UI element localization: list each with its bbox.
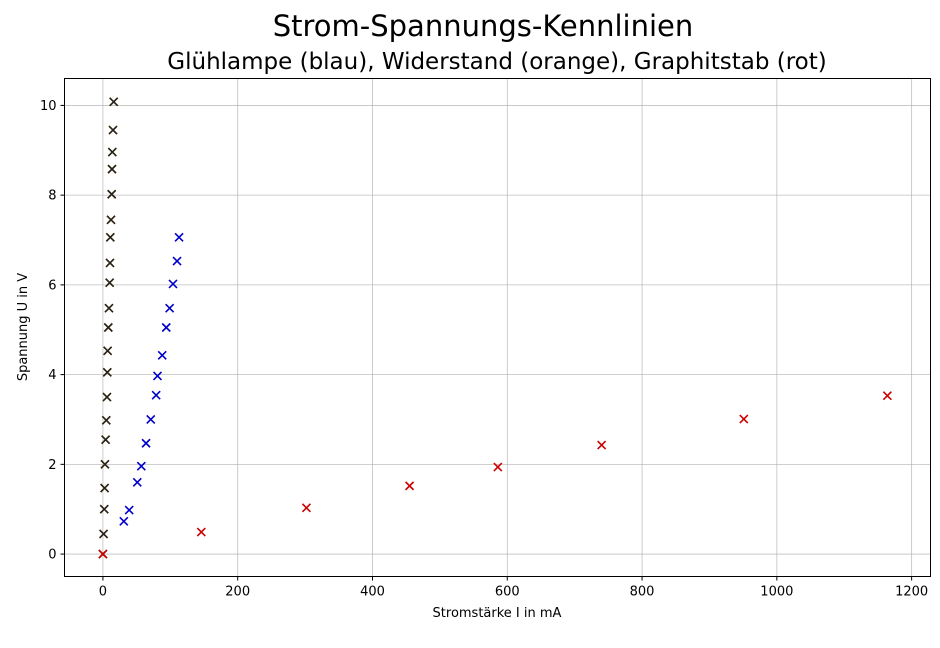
- x-axis-label: Stromstärke I in mA: [433, 606, 562, 621]
- x-tick-label: 0: [99, 585, 107, 600]
- data-point: [136, 461, 146, 471]
- y-tick-label: 10: [40, 99, 57, 114]
- data-point-overlay: [99, 504, 109, 514]
- data-point: [146, 414, 156, 425]
- data-point-overlay: [106, 215, 116, 225]
- data-point: [174, 232, 184, 242]
- data-marks: [98, 97, 892, 559]
- data-point: [141, 438, 151, 448]
- data-point-overlay: [99, 529, 109, 539]
- data-point: [301, 503, 312, 513]
- data-point: [172, 256, 182, 266]
- data-point-overlay: [103, 346, 113, 356]
- data-point-overlay: [109, 97, 119, 107]
- x-tick-label: 600: [495, 585, 520, 600]
- data-point: [152, 371, 163, 381]
- data-point: [196, 527, 206, 537]
- data-point: [124, 505, 134, 515]
- data-point: [739, 414, 749, 424]
- data-point-overlay: [107, 189, 117, 199]
- y-tick-label: 6: [48, 278, 56, 293]
- x-tick-label: 400: [360, 585, 385, 600]
- data-point: [119, 516, 129, 526]
- y-axis-label: Spannung U in V: [16, 273, 31, 381]
- y-tick-label: 0: [48, 548, 56, 563]
- data-point-overlay: [102, 367, 112, 377]
- data-point-overlay: [105, 258, 115, 268]
- data-point: [98, 549, 108, 559]
- data-point: [882, 391, 892, 401]
- grid-layer: [64, 78, 931, 577]
- data-point-overlay: [105, 232, 115, 242]
- y-tick-label: 4: [48, 368, 56, 383]
- x-tick-label: 200: [225, 585, 250, 600]
- data-point-overlay: [101, 435, 111, 445]
- data-point-overlay: [101, 415, 111, 425]
- tick-layer: 0 200 400 600 800 1000 1200 0 2 4 6 8 10: [40, 99, 928, 600]
- data-point: [151, 390, 161, 400]
- data-point: [157, 350, 167, 360]
- data-point: [132, 477, 142, 487]
- data-point: [168, 279, 178, 289]
- data-point-overlay: [108, 125, 118, 135]
- x-tick-label: 1000: [760, 585, 793, 600]
- data-point-overlay: [100, 459, 110, 469]
- data-point: [597, 440, 607, 450]
- data-point-overlay: [107, 164, 117, 174]
- x-tick-label: 800: [630, 585, 655, 600]
- y-tick-label: 8: [48, 189, 56, 204]
- data-point-overlay: [107, 147, 117, 157]
- chart-title: Strom-Spannungs-Kennlinien: [273, 9, 694, 43]
- chart-subtitle: Glühlampe (blau), Widerstand (orange), G…: [167, 49, 826, 75]
- data-point: [165, 303, 175, 313]
- data-point: [493, 462, 503, 472]
- data-point-overlay: [102, 392, 112, 402]
- data-point-overlay: [103, 322, 113, 333]
- plot-frame: [64, 78, 931, 577]
- data-point-overlay: [100, 483, 110, 493]
- y-tick-label: 2: [48, 458, 56, 473]
- data-point-overlay: [104, 303, 114, 313]
- data-point-overlay: [105, 278, 115, 288]
- data-point: [161, 322, 171, 333]
- x-tick-label: 1200: [895, 585, 928, 600]
- data-point: [404, 481, 415, 491]
